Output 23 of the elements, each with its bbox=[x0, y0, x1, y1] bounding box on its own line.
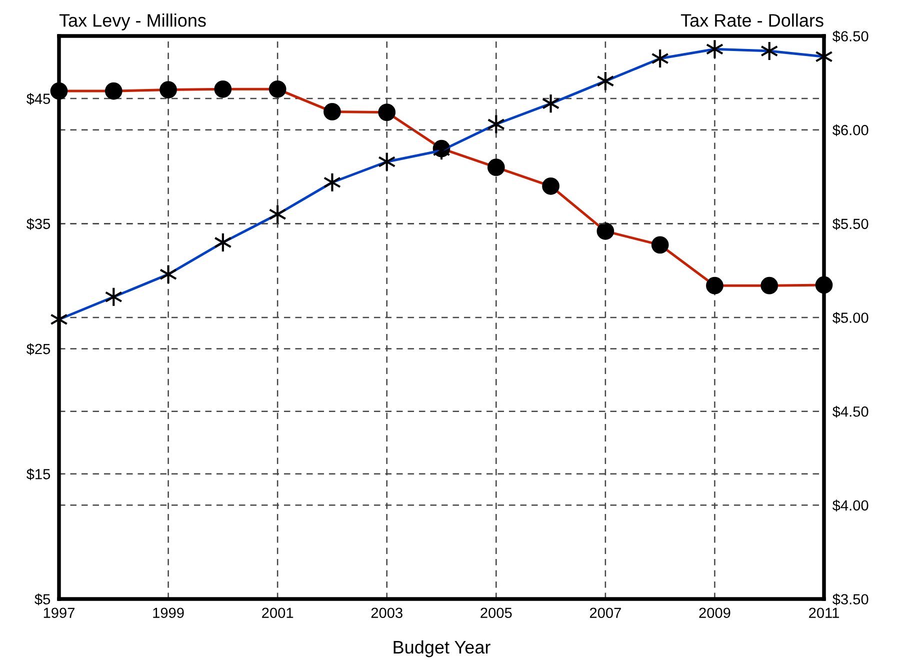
x-axis-title: Budget Year bbox=[394, 640, 490, 658]
y2-tick-label: $3.50 bbox=[832, 593, 868, 606]
y-tick-label: $45 bbox=[26, 93, 50, 105]
y-tick-label: $15 bbox=[26, 468, 50, 480]
x-tick-label: 2009 bbox=[699, 608, 730, 618]
y-tick-label: $25 bbox=[26, 343, 50, 356]
y-axis-title: Tax Levy - Millions bbox=[59, 14, 206, 30]
y2-tick-label: $4.50 bbox=[832, 406, 868, 418]
y-tick-label: $5 bbox=[34, 593, 50, 606]
y2-axis-title: Tax Rate - Dollars bbox=[680, 14, 824, 27]
x-tick-label: 1999 bbox=[153, 608, 184, 618]
x-tick-label: 1997 bbox=[44, 608, 74, 618]
x-tick-label: 2007 bbox=[590, 608, 621, 618]
y-tick-label: $35 bbox=[26, 218, 50, 230]
y2-tick-label: $5.00 bbox=[832, 312, 868, 324]
x-tick-label: 2001 bbox=[262, 608, 294, 618]
x-tick-label: 2003 bbox=[371, 608, 402, 618]
y2-tick-label: $5.50 bbox=[832, 218, 868, 230]
y2-tick-label: $4.00 bbox=[832, 500, 868, 512]
y2-tick-label: $6.50 bbox=[832, 30, 868, 42]
x-tick-label: 2011 bbox=[809, 608, 839, 618]
y2-tick-label: $6.00 bbox=[832, 124, 868, 136]
x-tick-label: 2005 bbox=[480, 608, 512, 618]
